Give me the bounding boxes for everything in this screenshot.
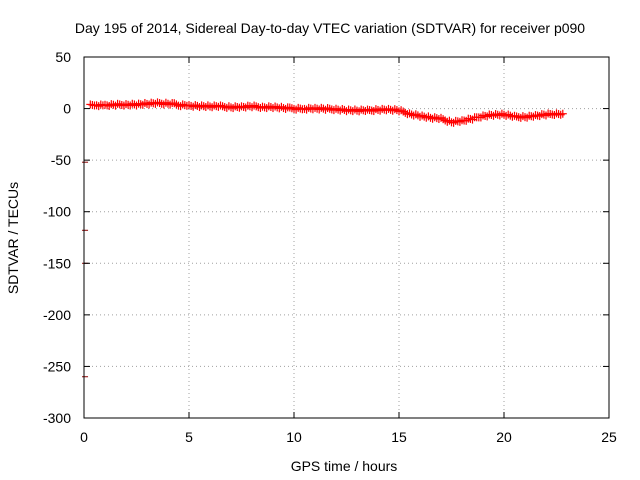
data-point [462,116,471,125]
data-point [497,109,506,118]
data-point [285,103,294,112]
x-tick-label: 5 [185,429,193,445]
data-point [390,105,399,114]
chart-title: Day 195 of 2014, Sidereal Day-to-day VTE… [75,20,585,36]
y-tick-label: 50 [55,49,71,65]
y-tick-label: -300 [43,410,71,426]
data-point [466,114,475,123]
data-point [510,111,519,120]
data-point [273,103,282,112]
y-tick-label: -50 [51,152,71,168]
data-point [556,110,565,119]
data-point [153,98,162,107]
data-point [523,113,532,122]
y-tick-label: -100 [43,204,71,220]
data-point [535,112,544,121]
data-point [178,100,187,109]
data-point [132,101,141,110]
y-tick-label: -250 [43,358,71,374]
x-tick-label: 10 [286,429,302,445]
data-point [558,109,567,118]
data-point [449,118,458,127]
data-point [94,102,103,111]
x-axis-label: GPS time / hours [291,458,398,474]
data-series [82,98,567,378]
y-tick-label: 0 [63,101,71,117]
data-point [529,112,538,121]
x-tick-label: 20 [496,429,512,445]
data-point [323,104,332,113]
x-tick-label: 0 [80,429,88,445]
data-point [430,113,439,122]
y-tick-label: -200 [43,307,71,323]
data-point [281,104,290,113]
data-point [476,113,485,122]
y-tick-label: -150 [43,255,71,271]
data-point [294,103,303,112]
data-point [388,106,397,115]
data-point [336,106,345,115]
x-tick-label: 25 [601,429,617,445]
plot-frame [83,56,610,419]
y-axis-label: SDTVAR / TECUs [5,182,21,294]
data-point [455,117,464,126]
data-point [483,112,492,121]
data-point [542,111,550,120]
axis-ticks: 0 5 10 15 20 25 50 0 -50 -100 -150 -200 -250 -300 [43,49,617,445]
data-point [145,100,154,109]
data-point [539,110,548,119]
x-tick-label: 15 [391,429,407,445]
